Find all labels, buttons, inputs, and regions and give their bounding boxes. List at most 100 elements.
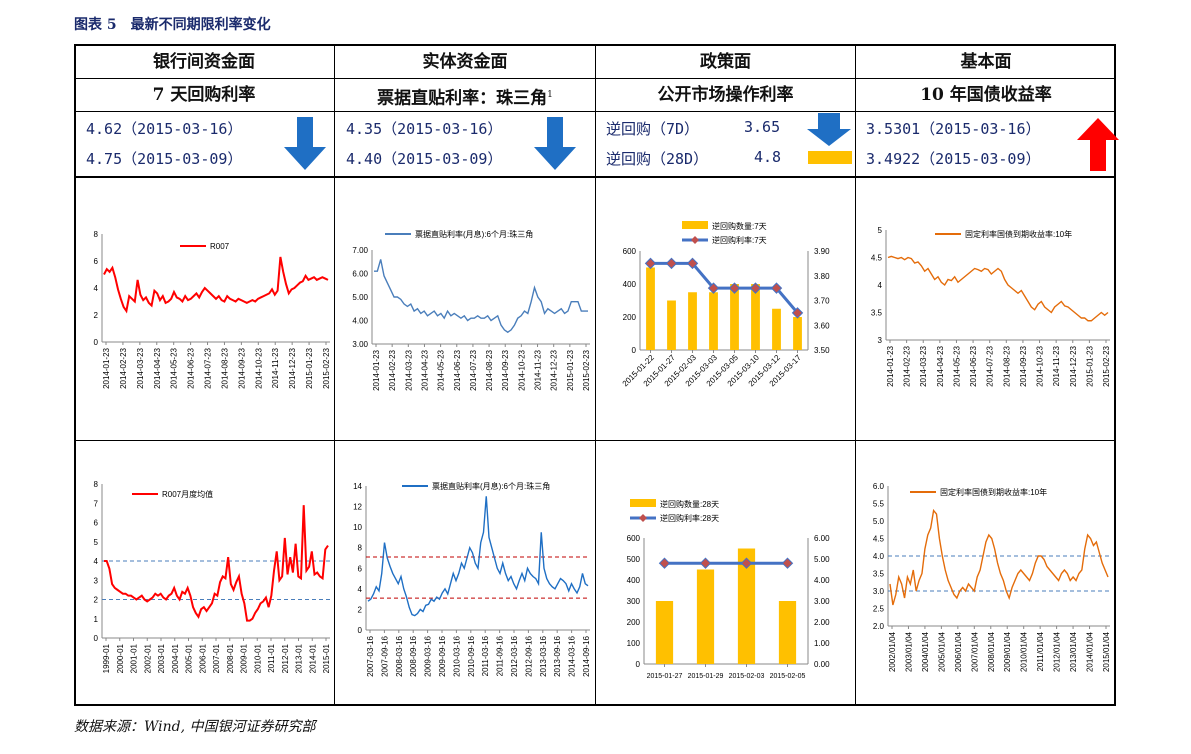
x-tick-label: 2008-01 — [226, 643, 235, 673]
x-tick-label: 2007-09-16 — [380, 635, 389, 676]
series-line — [104, 505, 329, 622]
legend-label: R007月度均值 — [162, 489, 213, 499]
x-tick-label: 2014-06-23 — [453, 349, 462, 390]
series-line — [889, 508, 1109, 606]
x-tick-label: 2014-07-23 — [986, 345, 995, 386]
x-tick-label: 2008-03-16 — [395, 635, 404, 676]
point — [770, 282, 783, 294]
chart-bill-rate-history: 0 2 4 6 8 10 12 14 2007-03-16 2007-09-16 2008-03-1… — [353, 481, 591, 677]
y-tick-label: 10 — [353, 523, 362, 532]
y-tick-label: 1 — [94, 615, 99, 624]
bar — [730, 284, 739, 350]
legend-label: 逆回购数量:7天 — [712, 221, 767, 231]
y-tick-label: 3.0 — [873, 587, 885, 596]
bar — [667, 300, 676, 350]
y-tick-label: 8 — [358, 544, 363, 553]
x-tick-label: 2014-02-23 — [388, 349, 397, 390]
y-tick-label: 5.5 — [873, 500, 885, 509]
y-tick-label: 3.5 — [873, 570, 885, 579]
y-tick-label: 300 — [627, 597, 641, 606]
point — [781, 557, 794, 569]
x-tick-label: 1999-01 — [102, 643, 111, 673]
legend-label: 逆回购利率:28天 — [660, 513, 719, 523]
y2-tick-label: 5.00 — [814, 555, 830, 564]
legend-label: 固定利率国债到期收益率:10年 — [940, 487, 1047, 497]
x-tick-label: 2011-09-16 — [496, 635, 505, 676]
col1-down-arrow-icon — [284, 117, 326, 170]
legend-label: 票据直贴利率(月息):6个月:珠三角 — [432, 481, 550, 491]
x-tick-label: 2014-08-23 — [1002, 345, 1011, 386]
x-tick-label: 2014-08-23 — [485, 349, 494, 390]
x-tick-label: 2002-01 — [143, 643, 152, 673]
legend-label: 逆回购利率:7天 — [712, 235, 767, 245]
x-tick-label: 2014-12-23 — [288, 347, 297, 388]
x-tick-label: 2010-03-16 — [452, 635, 461, 676]
x-tick-label: 2003/01/04 — [904, 631, 913, 672]
y-tick-label: 14 — [353, 482, 362, 491]
col3-label-28d: 逆回购（28D） — [606, 150, 709, 168]
x-tick-label: 2015-02-05 — [770, 673, 806, 680]
x-tick-label: 2014-03-23 — [404, 349, 413, 390]
point — [791, 307, 804, 319]
row-divider — [74, 78, 1116, 79]
x-tick-label: 2014-01-23 — [372, 349, 381, 390]
x-tick-label: 2014-09-23 — [501, 349, 510, 390]
x-tick-label: 2004-01 — [171, 643, 180, 673]
chart-reverse-repo-7d: 02004006003.503.603.703.803.902015-01-22… — [621, 221, 830, 388]
x-tick-label: 2012-03-16 — [510, 635, 519, 676]
x-tick-label: 2013-03-16 — [539, 635, 548, 676]
bar — [778, 601, 797, 664]
y-tick-label: 3.5 — [871, 309, 883, 318]
x-tick-label: 2009-09-16 — [438, 635, 447, 676]
y-tick-label: 5.00 — [352, 293, 368, 302]
col3-down-arrow-icon — [807, 113, 851, 146]
row-divider — [74, 440, 1116, 441]
y-tick-label: 600 — [623, 247, 637, 256]
row-divider — [74, 111, 1116, 112]
col-divider — [595, 44, 596, 706]
y2-tick-label: 4.00 — [814, 576, 830, 585]
x-tick-label: 2014-03-16 — [568, 635, 577, 676]
bar — [655, 601, 674, 664]
x-tick-label: 2015-01-23 — [566, 349, 575, 390]
x-tick-label: 2014-09-23 — [237, 347, 246, 388]
y-tick-label: 100 — [627, 639, 641, 648]
x-tick-label: 2014-04-23 — [153, 347, 162, 388]
point — [749, 282, 762, 294]
y-tick-label: 2.5 — [873, 605, 885, 614]
col-divider — [855, 44, 856, 706]
x-tick-label: 2009-01 — [240, 643, 249, 673]
figure-title: 图表 5 最新不同期限利率变化 — [74, 17, 271, 33]
source-note: 数据来源：Wind, 中国银河证券研究部 — [74, 719, 316, 735]
y2-tick-label: 3.50 — [814, 346, 830, 355]
col1-value-latest: 4.62（2015-03-16） — [86, 120, 243, 138]
y-tick-label: 400 — [623, 280, 637, 289]
col3-heading: 政策面 — [700, 52, 751, 72]
x-tick-label: 2014-04-23 — [420, 349, 429, 390]
col4-value-prev: 3.4922（2015-03-09） — [866, 150, 1041, 168]
y-tick-label: 6 — [94, 257, 99, 266]
x-tick-label: 2011-01 — [267, 643, 276, 672]
y-tick-label: 7.00 — [352, 246, 368, 255]
x-tick-label: 2015-01-23 — [1085, 345, 1094, 386]
x-tick-label: 2015/01/04 — [1102, 631, 1111, 672]
x-tick-label: 2015-02-23 — [1102, 345, 1111, 386]
x-tick-label: 2014-02-23 — [119, 347, 128, 388]
legend-marker — [639, 514, 647, 522]
point — [699, 557, 712, 569]
col2-subheading: 票据直贴利率：珠三角1 — [335, 79, 595, 111]
y2-tick-label: 2.00 — [814, 618, 830, 627]
x-tick-label: 2006/01/04 — [954, 631, 963, 672]
col3-subheading: 公开市场操作利率 — [657, 85, 794, 105]
bar — [737, 548, 756, 664]
series-line — [374, 259, 588, 334]
x-tick-label: 2003-01 — [157, 643, 166, 673]
col2-subheading-text: 票据直贴利率：珠三角 — [377, 88, 548, 109]
x-tick-label: 2010-01 — [253, 643, 262, 673]
col-divider — [334, 44, 335, 706]
legend-label: 逆回购数量:28天 — [660, 499, 719, 509]
col1-heading: 银行间资金面 — [153, 52, 255, 72]
y2-tick-label: 1.00 — [814, 639, 830, 648]
x-tick-label: 2014-09-23 — [1019, 345, 1028, 386]
x-tick-label: 2014-10-23 — [517, 349, 526, 390]
